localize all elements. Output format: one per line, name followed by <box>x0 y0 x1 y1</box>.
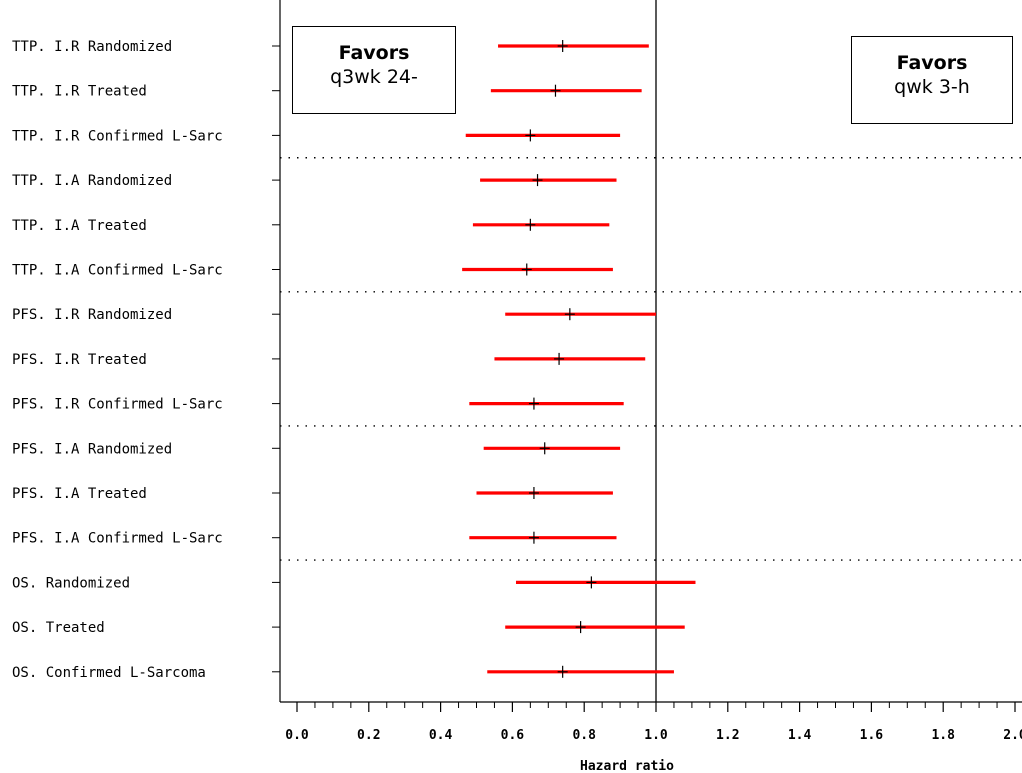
row-label: TTP. I.A Treated <box>12 218 147 234</box>
row-label: PFS. I.R Confirmed L-Sarc <box>12 397 223 413</box>
row-label: TTP. I.R Confirmed L-Sarc <box>12 128 223 144</box>
x-tick-label: 1.4 <box>788 728 812 743</box>
favors-right-line1: Favors <box>896 52 968 74</box>
x-tick-label: 0.2 <box>357 728 380 743</box>
favors-left-line1: Favors <box>338 42 410 64</box>
row-label: TTP. I.A Confirmed L-Sarc <box>12 263 223 279</box>
row-label: TTP. I.R Randomized <box>12 39 172 55</box>
x-tick-label: 1.6 <box>860 728 884 743</box>
x-tick-label: 0.6 <box>501 728 525 743</box>
row-label: TTP. I.A Randomized <box>12 173 172 189</box>
row-label: TTP. I.R Treated <box>12 84 147 100</box>
x-tick-label: 2.0 <box>1003 728 1022 743</box>
x-tick-label: 1.2 <box>716 728 739 743</box>
row-label: OS. Randomized <box>12 575 130 591</box>
favors-right-line2: qwk 3-h <box>894 76 970 98</box>
favors-right-annotation: Favors qwk 3-h <box>851 36 1013 124</box>
x-axis-title: Hazard ratio <box>580 759 674 773</box>
x-tick-label: 0.8 <box>572 728 596 743</box>
row-label: PFS. I.A Treated <box>12 486 147 502</box>
x-tick-label: 1.8 <box>931 728 955 743</box>
row-label: OS. Treated <box>12 620 105 636</box>
row-label: PFS. I.R Treated <box>12 352 147 368</box>
x-tick-label: 0.4 <box>429 728 453 743</box>
favors-left-annotation: Favors q3wk 24- <box>292 26 456 114</box>
row-label: PFS. I.A Confirmed L-Sarc <box>12 531 223 547</box>
row-label: OS. Confirmed L-Sarcoma <box>12 665 206 681</box>
favors-left-line2: q3wk 24- <box>330 66 418 88</box>
x-tick-label: 1.0 <box>644 728 668 743</box>
row-label: PFS. I.A Randomized <box>12 441 172 457</box>
row-label: PFS. I.R Randomized <box>12 307 172 323</box>
x-tick-label: 0.0 <box>285 728 309 743</box>
